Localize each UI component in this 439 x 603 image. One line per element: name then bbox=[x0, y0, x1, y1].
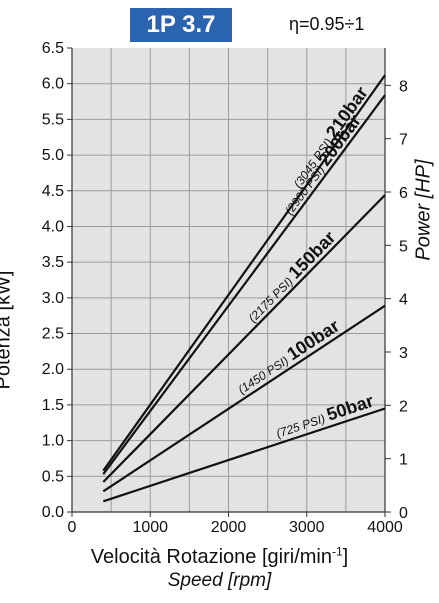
x-tick-label: 1000 bbox=[132, 519, 168, 536]
y-right-tick-label: 6 bbox=[399, 185, 408, 202]
model-badge: 1P 3.7 bbox=[130, 8, 232, 42]
y-right-tick-label: 4 bbox=[399, 292, 408, 309]
y-tick-label: 5.5 bbox=[42, 111, 64, 128]
efficiency-label: η=0.95÷1 bbox=[289, 14, 365, 34]
y-tick-label: 1.5 bbox=[42, 397, 64, 414]
y-tick-label: 3.5 bbox=[42, 254, 64, 271]
y-tick-label: 2.0 bbox=[42, 361, 64, 378]
series-line bbox=[102, 407, 386, 503]
y-right-tick-label: 0 bbox=[399, 505, 408, 522]
y-right-tick-label: 2 bbox=[399, 398, 408, 415]
y-right-tick-label: 3 bbox=[399, 345, 408, 362]
series-line bbox=[102, 94, 386, 475]
y-right-tick-label: 1 bbox=[399, 452, 408, 469]
y-tick-label: 1.0 bbox=[42, 433, 64, 450]
x-tick-label: 3000 bbox=[289, 519, 325, 536]
y-tick-label: 6.5 bbox=[42, 40, 64, 57]
series-line bbox=[102, 74, 386, 472]
y-right-tick-label: 7 bbox=[399, 132, 408, 149]
x-tick-label: 0 bbox=[68, 519, 77, 536]
y-axis-label-right: Power [HP] bbox=[412, 159, 435, 261]
y-tick-label: 6.0 bbox=[42, 76, 64, 93]
x-tick-label: 2000 bbox=[211, 519, 247, 536]
y-right-tick-label: 5 bbox=[399, 238, 408, 255]
y-tick-label: 4.5 bbox=[42, 183, 64, 200]
y-tick-label: 5.0 bbox=[42, 147, 64, 164]
y-axis-label: Potenza [kW] bbox=[0, 270, 15, 390]
series-line bbox=[102, 194, 386, 483]
y-tick-label: 3.0 bbox=[42, 290, 64, 307]
series-line bbox=[102, 304, 386, 493]
y-tick-label: 4.0 bbox=[42, 218, 64, 235]
x-tick-label: 4000 bbox=[367, 519, 403, 536]
x-axis-label-italic: Speed [rpm] bbox=[167, 570, 272, 591]
y-tick-label: 0.5 bbox=[42, 468, 64, 485]
y-tick-label: 2.5 bbox=[42, 326, 64, 343]
x-axis-label: Velocità Rotazione [giri/min-1] bbox=[90, 544, 349, 568]
y-tick-label: 0.0 bbox=[42, 504, 64, 521]
y-right-tick-label: 8 bbox=[399, 78, 408, 95]
